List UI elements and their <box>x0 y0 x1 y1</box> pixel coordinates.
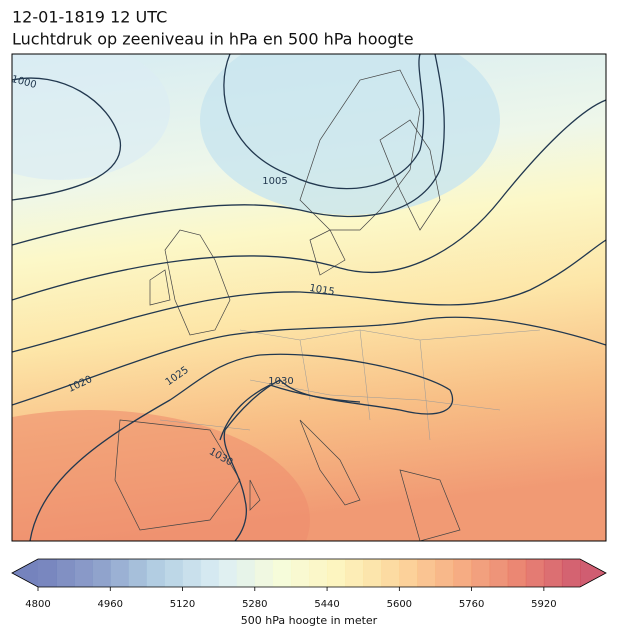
colorbar-tick-label: 4800 <box>25 599 50 610</box>
colorbar-bin <box>417 559 436 587</box>
colorbar-extend <box>12 559 38 587</box>
colorbar-tick-label: 5440 <box>314 599 339 610</box>
colorbar-tick-label: 5760 <box>459 599 484 610</box>
colorbar-tick-label: 5920 <box>531 599 556 610</box>
isobar <box>12 316 606 406</box>
colorbar-tick-label: 4960 <box>98 599 123 610</box>
colorbar-bin <box>507 559 527 587</box>
colorbar-bin <box>146 559 165 587</box>
colorbar-bin <box>236 559 256 587</box>
isobar-label: 1015 <box>308 283 335 298</box>
colorbar-bin <box>561 559 581 587</box>
isobar <box>29 353 454 541</box>
colorbar-bin <box>435 559 455 587</box>
colorbar-bin <box>218 559 238 587</box>
subtitle: Luchtdruk op zeeniveau in hPa en 500 hPa… <box>12 30 414 49</box>
height-field <box>12 54 170 180</box>
colorbar-bin <box>453 559 473 587</box>
isobar <box>12 77 122 201</box>
colorbar-tick-label: 5120 <box>170 599 195 610</box>
colorbar-bin <box>327 559 346 587</box>
colorbar-tick-label: 5280 <box>242 599 267 610</box>
isobar <box>219 384 361 441</box>
colorbar-bin <box>399 559 418 587</box>
colorbar-bin <box>110 559 129 587</box>
low-pressure-area <box>200 54 500 215</box>
title: 12-01-1819 12 UTC <box>12 8 167 27</box>
colorbar: 4800 4960 5120 5280 5440 5600 5760 5920 500 hPa … <box>11 558 607 627</box>
colorbar-bin <box>309 559 328 587</box>
colorbar-bin <box>381 559 400 587</box>
colorbar-bin <box>92 559 111 587</box>
map <box>12 54 606 541</box>
colorbar-label: 500 hPa hoogte in meter <box>241 614 378 627</box>
colorbar-bin <box>182 559 202 587</box>
colorbar-bin <box>543 559 563 587</box>
colorbar-bin <box>254 559 274 587</box>
colorbar-bin <box>471 559 491 587</box>
colorbar-bin <box>525 559 545 587</box>
colorbar-bin <box>290 559 310 587</box>
colorbar-bin <box>489 559 509 587</box>
colorbar-bin <box>38 559 57 587</box>
colorbar-bin <box>345 559 364 587</box>
height-field <box>12 410 310 541</box>
isobar-label: 1005 <box>262 176 287 187</box>
colorbar-bin <box>56 559 75 587</box>
isobar <box>223 54 425 190</box>
colorbar-extend <box>580 559 606 587</box>
colorbar-bin <box>164 559 184 587</box>
isobar <box>12 99 606 301</box>
coastline <box>114 69 461 541</box>
colorbar-bin <box>128 559 147 587</box>
map-frame <box>11 53 607 542</box>
isobar-label: 1030 <box>268 376 293 387</box>
country-border <box>159 329 541 441</box>
colorbar-bin <box>363 559 382 587</box>
isobar <box>12 54 445 246</box>
colorbar-bin <box>200 559 220 587</box>
colorbar-tick-label: 5600 <box>387 599 412 610</box>
isobar <box>12 239 606 353</box>
colorbar-bin <box>272 559 292 587</box>
colorbar-bin <box>74 559 93 587</box>
